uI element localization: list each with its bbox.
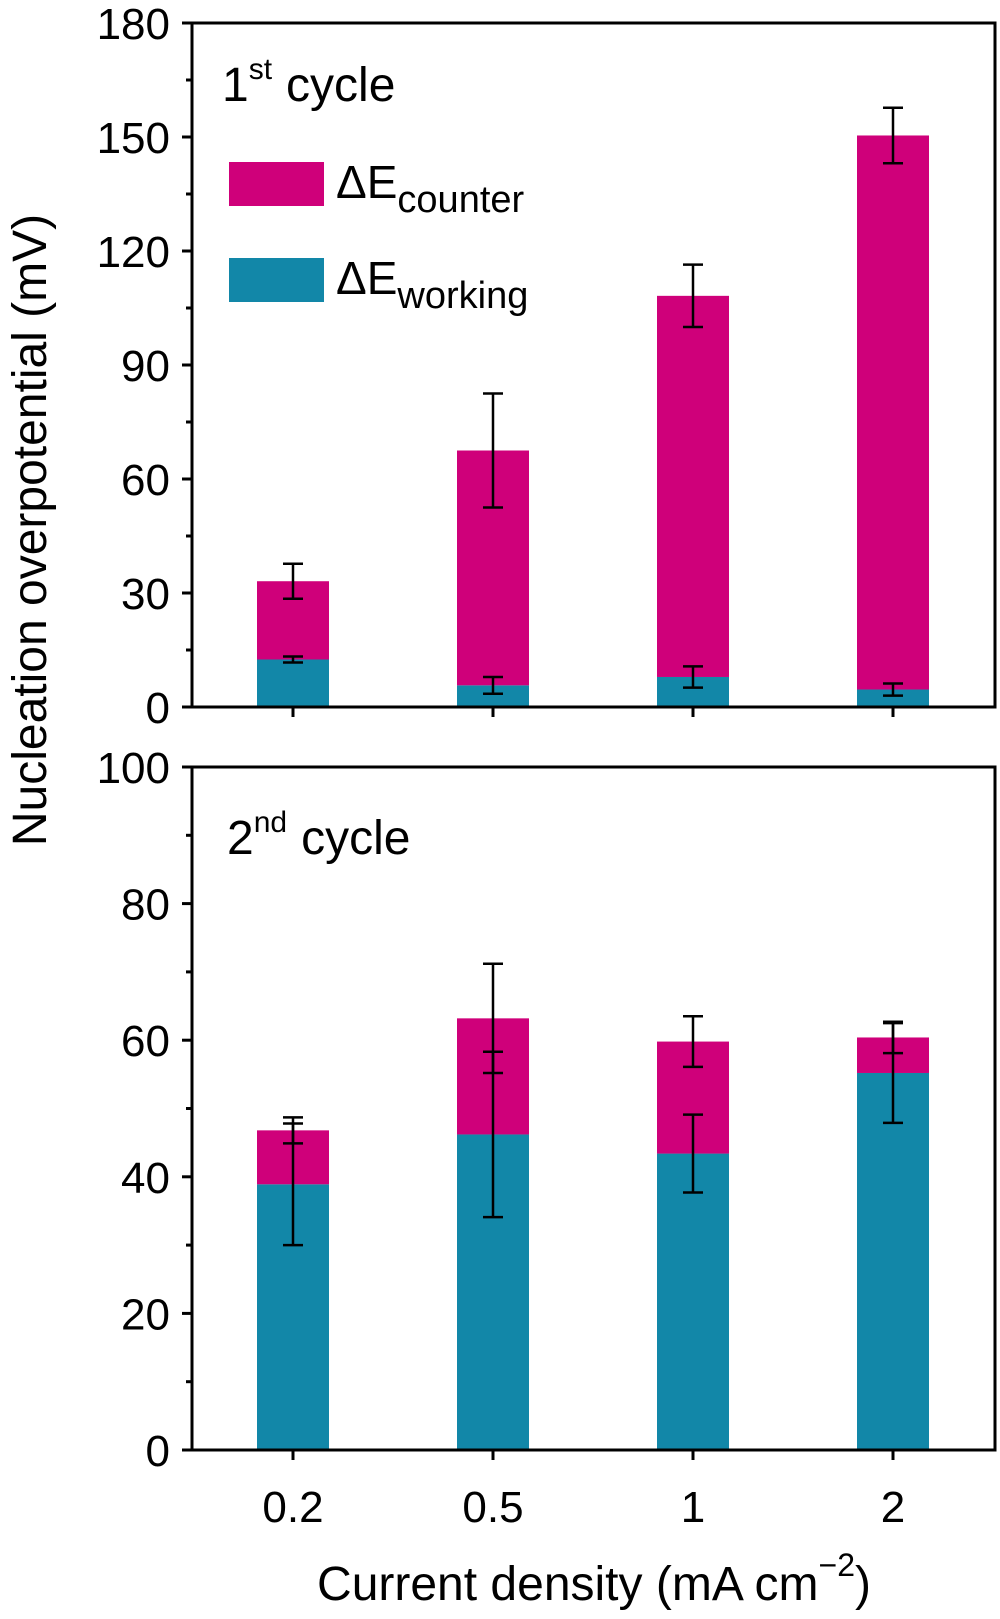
- bar-counter: [657, 295, 729, 677]
- error-bar-counter: [283, 562, 303, 600]
- y-tick-label: 40: [121, 1154, 170, 1203]
- legend-label: ΔEworking: [336, 252, 528, 317]
- panel-1: 0 30 60 90 120 150 180 1st cycle ΔEcounter ΔEworki…: [97, 0, 997, 733]
- y-tick-label: 60: [121, 1017, 170, 1066]
- error-bar-counter: [883, 106, 903, 165]
- y-tick-label: 60: [121, 456, 170, 505]
- y-tick-label: 100: [97, 744, 170, 793]
- y-tick-label: 90: [121, 342, 170, 391]
- x-tick-label: 2: [881, 1483, 905, 1532]
- x-axis-label-end: ): [855, 1558, 871, 1611]
- legend-swatch: [229, 258, 324, 302]
- y-tick-label: 0: [146, 684, 170, 733]
- error-bar-working: [683, 665, 703, 689]
- cycle-annotation: 2nd cycle: [227, 806, 410, 865]
- error-bar-working: [483, 675, 503, 695]
- y-axis-label: Nucleation overpotential (mV): [4, 214, 57, 846]
- bar-working: [257, 659, 329, 707]
- error-bar-working: [883, 682, 903, 697]
- y-tick-label: 30: [121, 570, 170, 619]
- bar-working: [457, 685, 529, 707]
- legend-item-working: ΔEworking: [229, 252, 528, 317]
- error-bar-counter: [683, 1015, 703, 1069]
- x-axis-label: Current density (mA cm−2): [317, 1547, 871, 1611]
- y-tick-label: 180: [97, 0, 170, 49]
- y-tick-label: 20: [121, 1290, 170, 1339]
- y-tick-label: 150: [97, 114, 170, 163]
- error-bar-working: [683, 1113, 703, 1194]
- x-tick-label: 1: [681, 1483, 705, 1532]
- error-bar-counter: [483, 392, 503, 509]
- error-bar-counter: [683, 263, 703, 329]
- y-tick-label: 0: [146, 1427, 170, 1476]
- legend-label: ΔEcounter: [336, 156, 525, 221]
- x-tick-label: 0.2: [262, 1483, 323, 1532]
- bar-counter: [857, 135, 929, 690]
- error-bar-working: [283, 655, 303, 664]
- cycle-annotation: 1st cycle: [222, 53, 395, 112]
- bar-working: [657, 1153, 729, 1450]
- y-tick-label: 120: [97, 228, 170, 277]
- legend-swatch: [229, 162, 324, 206]
- y-tick-label: 80: [121, 881, 170, 930]
- bar-working: [857, 689, 929, 707]
- legend-item-counter: ΔEcounter: [229, 156, 525, 221]
- panel-2: 0 20 40 60 80 100 0.2 0.5 1 2 2nd cycle: [97, 744, 997, 1532]
- x-axis-label-sup: −2: [819, 1547, 855, 1583]
- error-bar-counter: [283, 1116, 303, 1145]
- error-bar-counter: [483, 962, 503, 1075]
- error-bar-counter: [883, 1020, 903, 1055]
- x-tick-label: 0.5: [462, 1483, 523, 1532]
- bar-working: [857, 1072, 929, 1450]
